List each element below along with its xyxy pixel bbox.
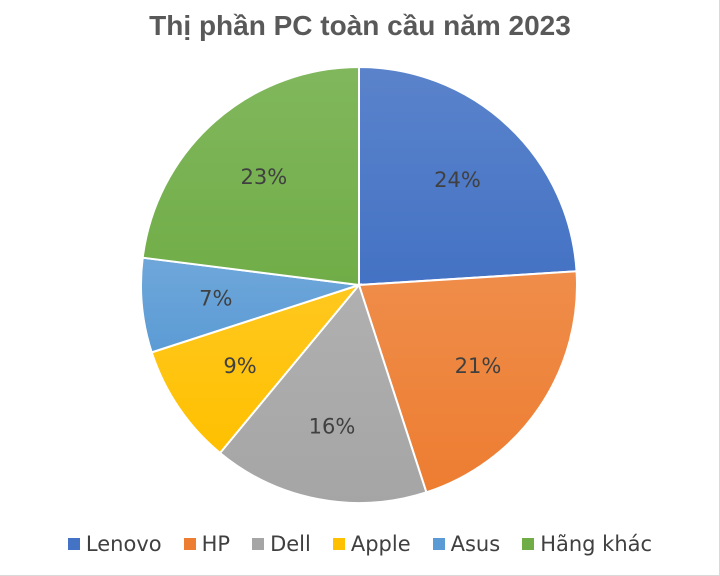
legend: Lenovo HP Dell Apple Asus Hãng khác	[0, 529, 720, 559]
pie-slice-lenovo	[358, 65, 578, 287]
legend-swatch	[252, 538, 265, 550]
pie-slices	[140, 65, 578, 504]
legend-swatch	[522, 538, 535, 550]
legend-item-asus: Asus	[432, 532, 501, 556]
slice-label-dell: 16%	[309, 414, 356, 438]
chart-title: Thị phần PC toàn cầu năm 2023	[149, 10, 571, 41]
legend-item-hãng-khác: Hãng khác	[522, 532, 652, 556]
legend-swatch	[432, 538, 445, 550]
legend-swatch	[183, 538, 196, 550]
slice-label-apple: 9%	[223, 354, 256, 378]
pie-slice-dell	[218, 282, 428, 504]
legend-label: Lenovo	[85, 532, 162, 556]
slice-label-lenovo: 24%	[434, 168, 481, 192]
legend-swatch	[67, 538, 80, 550]
pie-slice-labels: 24% 21% 16% 9% 7% 23%	[199, 165, 501, 438]
legend-label: Dell	[270, 532, 311, 556]
legend-item-hp: HP	[183, 532, 231, 556]
legend-item-lenovo: Lenovo	[67, 532, 162, 556]
pie-slice-hãng-khác	[141, 65, 360, 287]
legend-item-dell: Dell	[252, 532, 311, 556]
pie-slice-apple	[150, 282, 362, 455]
slice-label-hp: 21%	[455, 354, 502, 378]
legend-label: Apple	[350, 532, 411, 556]
pie-slice-hp	[357, 270, 578, 494]
legend-label: Asus	[450, 532, 501, 556]
slice-label-asus: 7%	[199, 287, 232, 311]
legend-item-apple: Apple	[332, 532, 411, 556]
legend-label: Hãng khác	[540, 532, 653, 556]
legend-label: HP	[201, 532, 231, 556]
legend-swatch	[332, 538, 345, 550]
slice-label-hãng-khác: 23%	[241, 165, 288, 189]
